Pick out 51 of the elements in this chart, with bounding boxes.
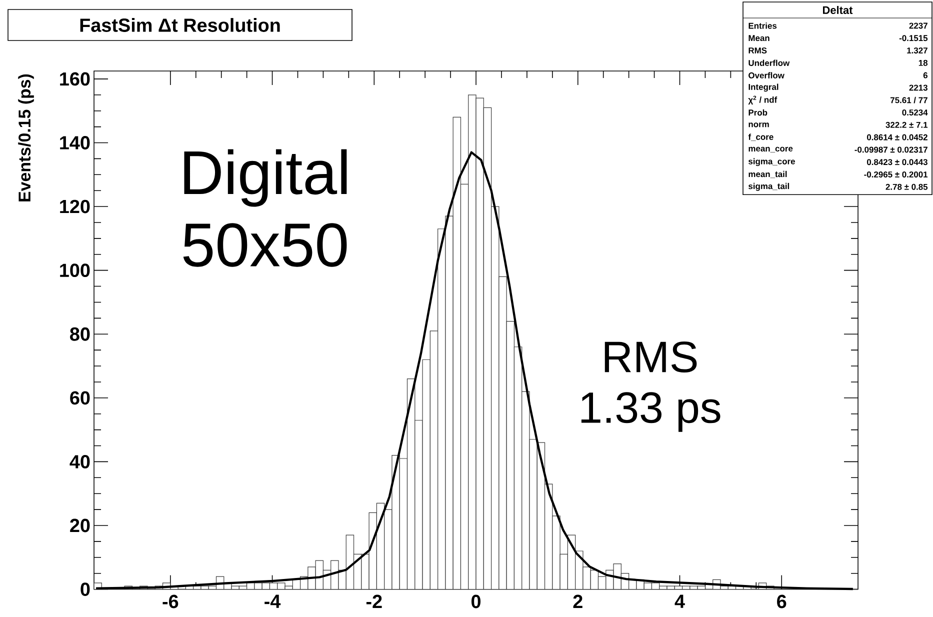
y-tick-label: 0 bbox=[80, 582, 90, 596]
text: 1.327 bbox=[907, 47, 928, 54]
text: 18 bbox=[918, 60, 928, 66]
y-tick-label: 160 bbox=[60, 72, 90, 86]
text: 75.61 / 77 bbox=[890, 96, 928, 104]
y-tick-label: 100 bbox=[60, 264, 90, 278]
text: 0.8423 ± 0.0443 bbox=[866, 159, 928, 166]
text: Underflow bbox=[748, 60, 790, 66]
y-tick-label: 20 bbox=[70, 518, 90, 532]
text: -0.1515 bbox=[899, 35, 928, 42]
text: Mean bbox=[748, 35, 770, 42]
annotation: Digital bbox=[184, 149, 347, 207]
text: Entries bbox=[748, 22, 777, 29]
y-tick-label: 140 bbox=[60, 136, 90, 150]
annotation: Overflow bbox=[748, 72, 784, 78]
x-tick-label: -6 bbox=[162, 594, 178, 608]
annotation: f_core bbox=[748, 134, 774, 141]
y-tick-label: 120 bbox=[60, 200, 90, 214]
annotation: sigma_tail bbox=[748, 182, 790, 191]
text: 0.5234 bbox=[902, 109, 928, 116]
chart-title: FastSim Δt Resolution bbox=[80, 18, 280, 32]
annotation: sigma_core bbox=[748, 158, 795, 166]
x-tick-label: -4 bbox=[264, 594, 281, 608]
y-tick-label: 40 bbox=[70, 455, 90, 468]
x-tick-label: -2 bbox=[366, 594, 382, 608]
annotation: mean_core bbox=[748, 146, 793, 152]
annotation: Integral bbox=[748, 84, 778, 92]
text: Deltat bbox=[823, 6, 853, 14]
annotation: 1.33 ps bbox=[581, 392, 720, 432]
annotation: RMS bbox=[604, 341, 697, 372]
annotation: -0.09987 ± 0.02317 bbox=[854, 146, 928, 153]
y-tick-label: 60 bbox=[70, 391, 90, 405]
annotation: norm bbox=[748, 122, 769, 128]
text: -0.2965 ± 0.2001 bbox=[864, 171, 928, 178]
text: 322.2 ± 7.1 bbox=[886, 122, 928, 128]
annotation: mean_tail bbox=[748, 170, 787, 178]
text: 2213 bbox=[909, 84, 928, 91]
x-tick-label: 0 bbox=[472, 594, 480, 608]
text: RMS bbox=[748, 47, 767, 54]
y-axis-title: Events/0.15 (ps) bbox=[18, 74, 34, 202]
annotation: 50x50 bbox=[183, 223, 347, 267]
text: 2237 bbox=[909, 22, 928, 29]
text: 2.78 ± 0.85 bbox=[886, 184, 928, 190]
x-tick-label: 4 bbox=[674, 594, 685, 608]
y-tick-label: 80 bbox=[70, 327, 90, 341]
x-tick-label: 2 bbox=[573, 594, 582, 608]
annotation: χ$^{2}$ / ndf bbox=[748, 96, 778, 104]
annotation: Prob bbox=[748, 109, 768, 116]
text: 6 bbox=[923, 72, 928, 78]
x-tick-label: 6 bbox=[777, 594, 786, 608]
text: 0.8614 ± 0.0452 bbox=[866, 134, 928, 140]
